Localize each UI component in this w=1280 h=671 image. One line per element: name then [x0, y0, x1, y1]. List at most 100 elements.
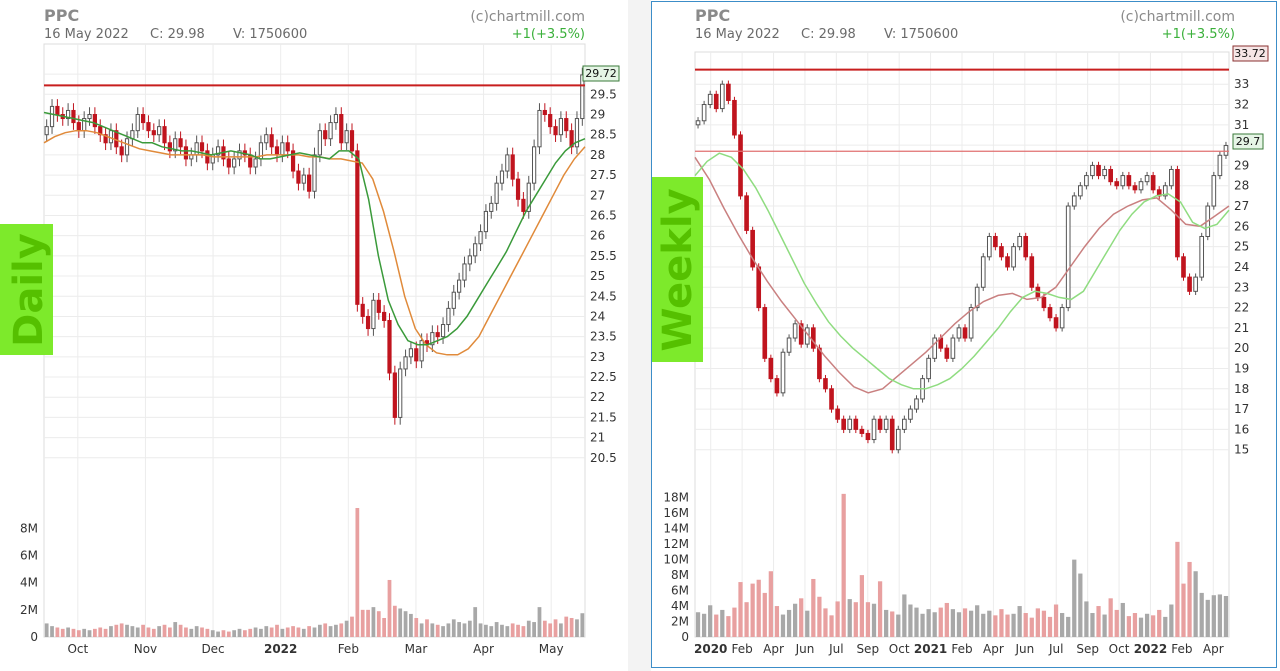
weekly-candle-body — [817, 347, 822, 380]
daily-volume-bar — [564, 616, 569, 637]
weekly-candle-body — [1023, 235, 1029, 258]
daily-volume-bar — [510, 623, 515, 637]
daily-volume-bar — [339, 623, 344, 637]
daily-candle-body — [135, 114, 140, 132]
daily-candle-body — [146, 122, 151, 132]
weekly-candle-body — [719, 83, 725, 110]
daily-timeframe-label: Daily — [6, 233, 52, 347]
daily-candle-body — [173, 138, 178, 152]
daily-y-tick: 29.5 — [590, 87, 617, 101]
daily-volume-bar — [392, 605, 397, 637]
weekly-volume-bar — [968, 610, 974, 637]
weekly-candle-body — [786, 337, 792, 353]
weekly-volume-bar — [1157, 609, 1162, 637]
daily-volume-bar — [441, 626, 445, 637]
weekly-volume-bar — [926, 609, 931, 637]
weekly-y-tick: 18 — [1234, 382, 1249, 396]
weekly-volume-bar — [811, 578, 816, 637]
daily-volume-bar — [425, 619, 429, 637]
weekly-volume-bar — [1199, 592, 1204, 637]
daily-volume-bar — [98, 627, 103, 637]
daily-volume-bar — [398, 608, 403, 637]
daily-volume-bar — [516, 624, 520, 637]
weekly-candle-body — [1071, 195, 1077, 207]
daily-candle-body — [403, 356, 408, 370]
daily-level-tag: 29.72 — [585, 67, 617, 80]
weekly-candle-body — [908, 408, 913, 420]
daily-volume-bar — [307, 626, 312, 637]
weekly-x-tick: Sep — [856, 642, 879, 656]
daily-candle-body — [264, 134, 269, 144]
weekly-y-tick: 22 — [1234, 301, 1249, 315]
weekly-y-tick: 17 — [1234, 402, 1249, 416]
daily-volume-bar — [451, 619, 456, 637]
daily-candle-body — [151, 130, 156, 136]
weekly-volume-bar — [1029, 617, 1034, 637]
weekly-volume-bar — [1193, 571, 1198, 637]
daily-volume-bar — [194, 626, 199, 637]
weekly-level-tag-mid: 29.7 — [1236, 135, 1261, 148]
weekly-candle-body — [1169, 168, 1174, 187]
weekly-volume-bar — [714, 614, 719, 637]
daily-candle-body — [446, 307, 451, 326]
weekly-volume-bar — [1084, 601, 1089, 637]
daily-volume-bar — [216, 631, 220, 637]
weekly-candle-body — [695, 120, 701, 126]
weekly-volume-bar — [726, 616, 731, 637]
weekly-volume-bar — [999, 609, 1004, 637]
weekly-volume-bar — [1211, 595, 1216, 637]
daily-volume-bar — [505, 626, 510, 637]
weekly-volume-bar — [1041, 610, 1047, 637]
weekly-volume-bar — [817, 596, 822, 637]
daily-candle-body — [371, 299, 376, 330]
weekly-x-tick: Oct — [889, 642, 910, 656]
daily-y-tick: 22 — [590, 390, 605, 404]
daily-candle-body — [167, 142, 172, 152]
weekly-volume-bar — [871, 603, 877, 637]
weekly-candle-body — [732, 99, 737, 136]
daily-volume-tick: 4M — [20, 576, 38, 590]
weekly-candle-body — [1193, 276, 1198, 292]
weekly-candle-body — [750, 229, 755, 268]
weekly-candle-body — [1150, 175, 1156, 191]
weekly-volume-bar — [908, 604, 913, 637]
weekly-volume-bar — [786, 609, 792, 637]
weekly-candle-body — [829, 388, 834, 410]
daily-candle-body — [467, 255, 472, 265]
weekly-volume-bar — [1151, 615, 1156, 637]
weekly-volume-bar — [890, 611, 895, 637]
daily-volume-bar — [489, 626, 494, 637]
weekly-timeframe-label: Weekly — [655, 188, 701, 351]
weekly-close-label: C: 29.98 — [801, 27, 856, 42]
weekly-chart-svg: 3332313029282726252423222120191817161520… — [652, 6, 1269, 656]
weekly-volume-bar — [1047, 616, 1053, 637]
daily-volume-bar — [173, 622, 178, 637]
daily-candle-body — [269, 134, 274, 148]
daily-candle-body — [344, 130, 349, 144]
daily-candle-body — [205, 150, 210, 164]
daily-volume-bar — [537, 607, 542, 637]
weekly-volume-bar — [701, 613, 707, 637]
daily-volume-bar — [430, 623, 435, 637]
daily-y-tick: 21.5 — [590, 410, 617, 424]
weekly-candle-body — [1187, 276, 1192, 292]
daily-y-tick: 29 — [590, 108, 605, 122]
weekly-level-tag-top-box — [1232, 45, 1269, 62]
daily-volume-bar — [146, 627, 151, 637]
daily-x-tick: Dec — [201, 642, 224, 656]
daily-candle-body — [494, 182, 499, 204]
daily-candle-body — [526, 182, 531, 212]
weekly-volume-bar — [987, 610, 992, 637]
weekly-candle-body — [1175, 168, 1180, 258]
weekly-candle-body — [914, 398, 919, 410]
daily-candle-body — [140, 114, 146, 124]
weekly-y-tick: 32 — [1234, 98, 1249, 112]
daily-volume-bar — [189, 628, 194, 637]
weekly-volume-tick: 2M — [671, 615, 689, 629]
weekly-candle-body — [926, 357, 931, 380]
weekly-volume-bar — [896, 614, 901, 637]
daily-y-tick: 26 — [590, 229, 605, 243]
weekly-x-tick: Feb — [951, 642, 972, 656]
daily-candle-body — [440, 324, 446, 338]
weekly-volume-bar — [932, 612, 937, 637]
